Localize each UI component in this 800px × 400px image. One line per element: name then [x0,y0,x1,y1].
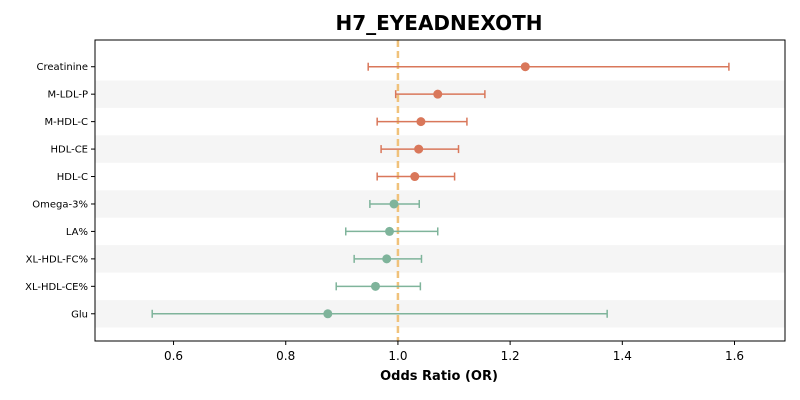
y-tick-label: Creatinine [37,62,88,73]
y-tick-label: HDL-C [57,172,88,183]
or-point [385,226,395,236]
row-band [95,190,785,218]
or-point [520,62,530,72]
y-tick-label: Omega-3% [32,199,88,210]
y-tick-label: XL-HDL-FC% [26,254,88,265]
y-tick-label: M-LDL-P [47,90,88,101]
plot-frame [94,39,786,342]
or-point [416,117,426,127]
row-band [95,245,785,273]
x-tick-label: 1.6 [725,349,744,363]
y-tick-label: LA% [66,227,88,238]
or-point [389,199,399,209]
row-bands [95,80,785,328]
y-tick-label: XL-HDL-CE% [25,282,88,293]
x-axis-label: Odds Ratio (OR) [380,369,498,384]
or-point [323,309,333,319]
or-point [370,281,380,291]
x-axis-ticks: 0.6 0.8 1.0 1.2 1.4 1.6 [164,341,744,363]
y-tick-label: M-HDL-C [45,117,88,128]
y-tick-label: HDL-CE [50,145,88,156]
chart-title: H7_EYEADNEXOTH [335,11,542,35]
y-axis-ticks: Creatinine M-LDL-P M-HDL-C HDL-CE HDL-C Omega… [25,62,95,320]
data-marks [151,62,730,319]
or-point [433,89,443,99]
x-tick-label: 0.8 [276,349,295,363]
or-point [410,172,420,182]
y-tick-label: Glu [71,309,88,320]
x-tick-label: 1.2 [501,349,520,363]
x-tick-label: 0.6 [164,349,183,363]
or-point [414,144,424,154]
x-tick-label: 1.4 [613,349,632,363]
or-point [382,254,392,264]
x-tick-label: 1.0 [388,349,407,363]
